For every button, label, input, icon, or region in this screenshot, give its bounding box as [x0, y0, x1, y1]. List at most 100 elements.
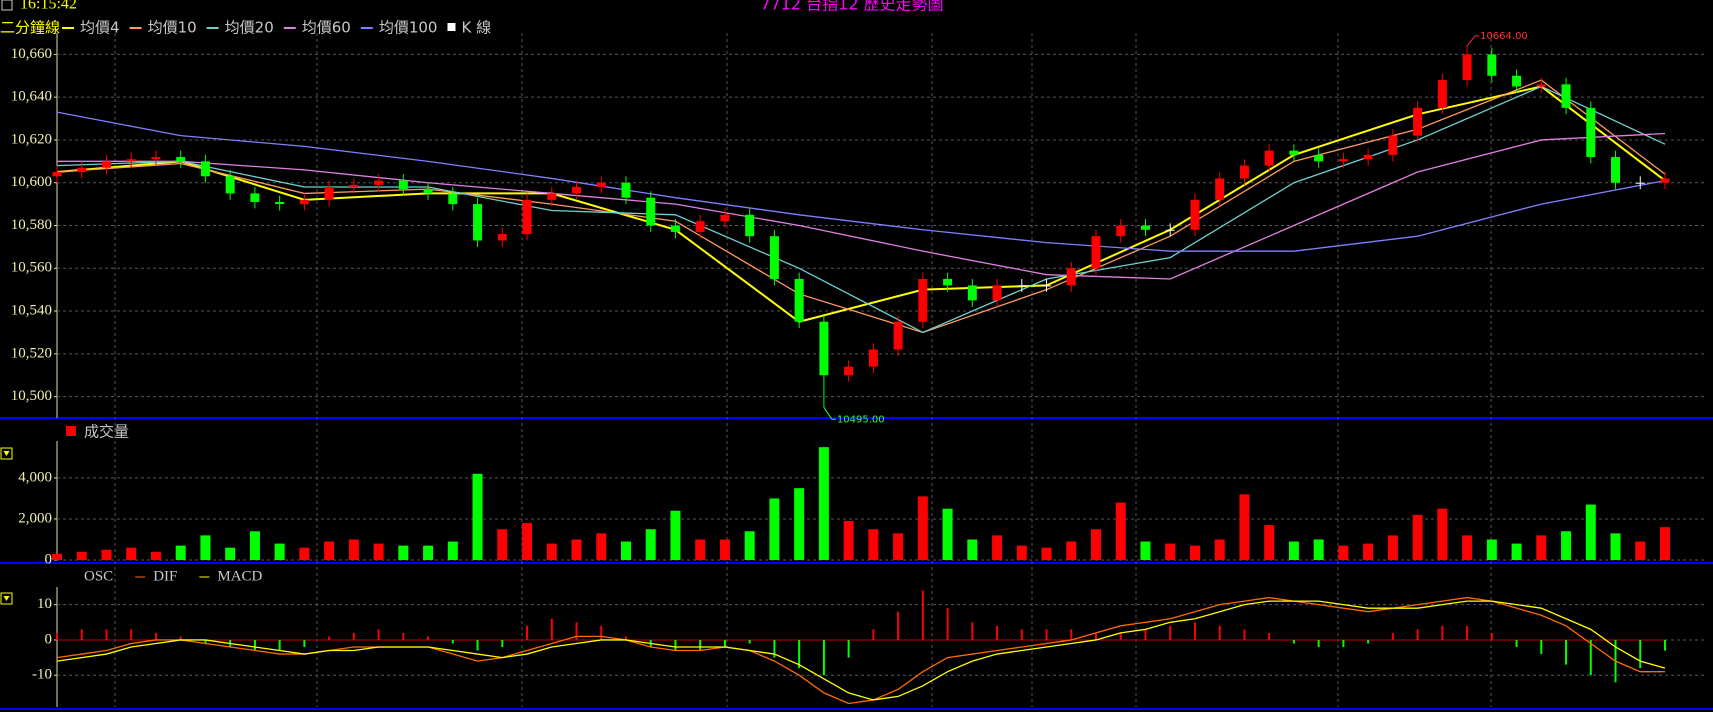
- candle-body: [1462, 54, 1472, 81]
- y-tick-label: 10,560: [11, 260, 52, 276]
- candle-body: [1338, 159, 1348, 162]
- candle-body: [868, 349, 878, 367]
- time: 16:15:42: [20, 0, 77, 13]
- y-tick-label: 10,660: [11, 46, 52, 62]
- candle-body: [1487, 54, 1497, 76]
- candle-body: [547, 193, 557, 200]
- candle-body: [1536, 84, 1546, 87]
- volume-bar: [447, 541, 458, 560]
- volume-bar: [818, 447, 829, 560]
- candle-body: [275, 201, 285, 205]
- volume-bar: [200, 535, 211, 560]
- volume-bar: [1041, 547, 1052, 560]
- candle-body: [1264, 150, 1274, 166]
- volume-bar: [274, 543, 285, 560]
- volume-bar: [522, 523, 533, 560]
- annotation: 10664.00: [1480, 31, 1528, 42]
- volume-bar: [1511, 543, 1522, 560]
- volume-bar: [992, 535, 1003, 560]
- legend-label: DIF: [153, 568, 177, 584]
- volume-bar: [1585, 504, 1596, 560]
- candle-body: [992, 285, 1002, 301]
- volume-bar: [744, 531, 755, 560]
- candle-body: [176, 157, 186, 162]
- volume-bar: [225, 547, 236, 560]
- candle-body: [918, 278, 928, 322]
- ma-line: [56, 111, 1666, 252]
- volume-bar: [1635, 541, 1646, 560]
- candle-body: [1561, 84, 1571, 108]
- candle-body: [819, 321, 829, 376]
- chart-title: 7712 台指12 歷史走勢圖: [760, 0, 943, 14]
- candle-body: [101, 161, 111, 168]
- volume-bar: [794, 488, 805, 560]
- candle-body: [398, 180, 408, 190]
- volume-bar: [1363, 543, 1374, 560]
- volume-bar: [1140, 541, 1151, 560]
- volume-bar: [472, 473, 483, 560]
- volume-bar: [1437, 508, 1448, 560]
- y-tick-label: 10,580: [11, 217, 52, 233]
- candle-body: [794, 278, 804, 322]
- volume-bar: [695, 539, 706, 560]
- volume-bar: [1561, 531, 1572, 560]
- candle-body: [745, 214, 755, 237]
- volume-bar: [1264, 525, 1275, 560]
- annotation-leader: [823, 407, 836, 420]
- y-tick-label: 0: [45, 551, 53, 567]
- volume-bar: [249, 531, 260, 560]
- volume-bar: [1115, 502, 1126, 560]
- volume-bar: [670, 510, 681, 560]
- volume-bar: [917, 496, 928, 560]
- candle-body: [769, 236, 779, 279]
- candle-body: [1239, 165, 1249, 179]
- volume-bar: [1288, 541, 1299, 560]
- y-tick-label: 10,540: [11, 302, 52, 318]
- candle-body: [497, 234, 507, 241]
- y-tick-label: 4,000: [18, 469, 52, 485]
- candle-body: [126, 159, 136, 162]
- volume-bar: [843, 521, 854, 560]
- clock-icon: [1, 0, 13, 11]
- candle-body: [1116, 225, 1126, 237]
- volume-bar: [1189, 545, 1200, 560]
- candle-body: [324, 187, 334, 200]
- volume-bar: [373, 543, 384, 560]
- y-tick-label: 10: [37, 596, 52, 612]
- legend-label: 均價60: [302, 19, 351, 37]
- candle-body: [1190, 199, 1200, 230]
- candle-body: [1586, 107, 1596, 158]
- volume-bar: [942, 508, 953, 560]
- candle-body: [1660, 178, 1670, 183]
- y-tick-label: 10,600: [11, 174, 52, 190]
- candle-body: [844, 366, 854, 376]
- candle-body: [349, 184, 359, 187]
- volume-bar: [101, 549, 112, 560]
- volume-bar: [1165, 543, 1176, 560]
- candle-body: [1611, 157, 1621, 183]
- y-tick-label: 10,620: [11, 131, 52, 147]
- volume-bar: [1462, 535, 1473, 560]
- volume-bar: [398, 545, 409, 560]
- candle-body: [646, 197, 656, 226]
- y-tick-label: 0: [45, 631, 53, 647]
- candle-body: [1363, 154, 1373, 160]
- volume-bar: [423, 545, 434, 560]
- volume-bar: [546, 543, 557, 560]
- candle-body: [522, 199, 532, 235]
- y-tick-label: 10,520: [11, 345, 52, 361]
- legend-label: 均價4: [80, 19, 120, 37]
- candle-body: [1437, 80, 1447, 108]
- volume-bar: [52, 553, 62, 560]
- candle-body: [423, 189, 433, 194]
- y-tick-label: -10: [32, 667, 52, 683]
- volume-bar: [1660, 527, 1670, 560]
- candle-body: [448, 193, 458, 205]
- legend-swatch: [447, 23, 456, 31]
- volume-bar: [1338, 545, 1349, 560]
- candle-body: [299, 199, 309, 205]
- volume-bar: [76, 551, 87, 560]
- volume-bar: [893, 533, 904, 560]
- volume-bar: [1016, 545, 1027, 560]
